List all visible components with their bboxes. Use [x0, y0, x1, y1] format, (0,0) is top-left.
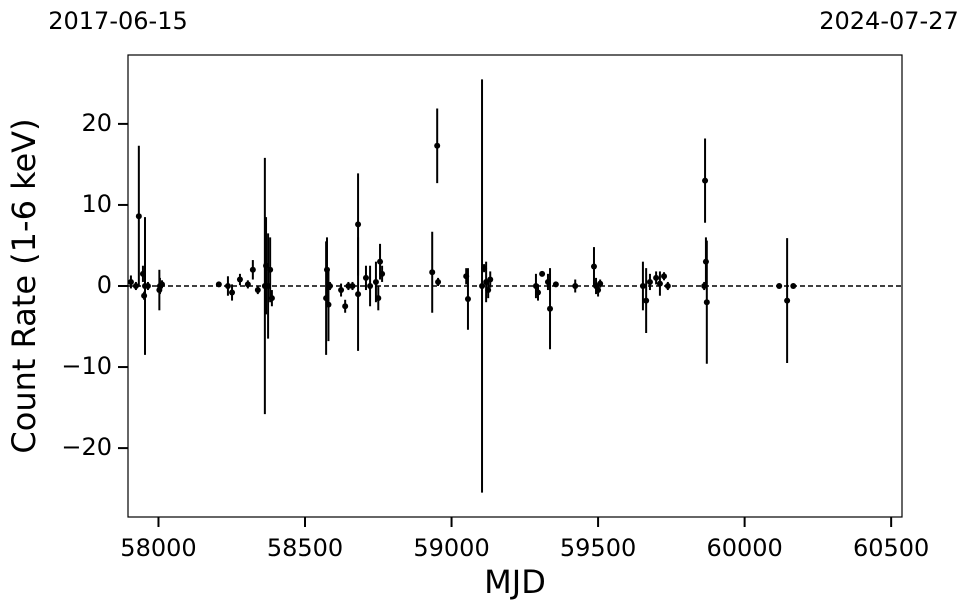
x-tick-label: 58500 — [267, 534, 343, 562]
data-point — [254, 287, 261, 294]
data-point — [646, 278, 653, 285]
y-axis-label: Count Rate (1-6 keV) — [5, 118, 43, 453]
data-point — [664, 283, 671, 289]
data-point — [656, 280, 663, 287]
data-point — [268, 295, 275, 302]
x-tick-label: 59500 — [560, 534, 636, 562]
x-tick-label: 60000 — [706, 534, 782, 562]
data-point — [653, 274, 660, 281]
data-point — [338, 287, 345, 294]
data-point — [267, 266, 274, 273]
data-point — [547, 305, 554, 312]
data-point — [367, 283, 374, 289]
data-point — [643, 297, 650, 304]
x-axis-label: MJD — [484, 563, 546, 601]
data-point — [349, 283, 356, 289]
data-point — [702, 177, 709, 184]
data-point — [132, 283, 139, 289]
data-point — [597, 280, 604, 287]
data-point — [790, 283, 797, 289]
data-point — [229, 289, 236, 296]
data-point — [552, 281, 559, 288]
data-point — [377, 258, 384, 265]
data-point — [572, 283, 579, 289]
data-point — [127, 278, 134, 285]
data-point — [342, 303, 349, 310]
data-point — [375, 295, 382, 302]
data-point — [485, 287, 492, 294]
data-point — [249, 266, 256, 273]
data-point — [429, 269, 436, 276]
data-point — [325, 301, 332, 308]
x-tick-label: 59000 — [413, 534, 489, 562]
data-point — [244, 281, 251, 288]
data-point — [345, 283, 352, 289]
data-point — [236, 276, 243, 283]
data-point — [135, 213, 142, 220]
y-tick-label: 20 — [81, 109, 112, 137]
data-point — [639, 283, 646, 289]
data-point — [595, 287, 602, 294]
data-point — [464, 295, 471, 302]
data-point — [215, 281, 222, 288]
end-date: 2024-07-27 — [819, 7, 958, 35]
y-tick-label: −20 — [61, 433, 112, 461]
x-tick-label: 60500 — [853, 534, 929, 562]
data-point — [224, 283, 231, 289]
start-date: 2017-06-15 — [48, 7, 187, 35]
data-point — [539, 270, 546, 277]
data-point — [372, 278, 379, 285]
data-point — [379, 270, 386, 277]
data-point — [362, 274, 369, 281]
data-point — [434, 142, 441, 149]
data-point — [158, 281, 165, 288]
data-point — [703, 299, 710, 306]
y-tick-label: 10 — [81, 190, 112, 218]
data-point — [479, 283, 486, 289]
data-point — [784, 297, 791, 304]
data-point — [535, 289, 542, 296]
data-point — [144, 283, 151, 289]
x-tick-label: 58000 — [120, 534, 196, 562]
data-point — [355, 221, 362, 228]
data-point — [661, 273, 668, 280]
data-point — [487, 276, 494, 283]
y-tick-label: 0 — [97, 271, 112, 299]
data-point — [776, 283, 783, 289]
data-point — [355, 291, 362, 298]
y-tick-label: −10 — [61, 352, 112, 380]
data-point — [590, 263, 597, 270]
data-point — [435, 278, 442, 285]
